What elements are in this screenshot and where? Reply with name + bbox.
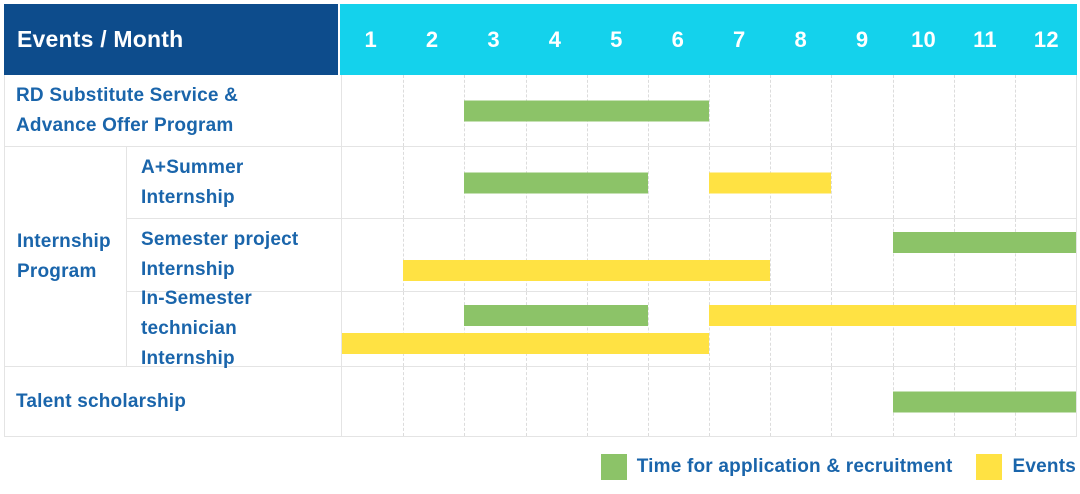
month-gridline xyxy=(709,292,710,366)
month-gridline xyxy=(403,75,405,146)
month-gridline xyxy=(831,75,833,146)
legend-label-events: Events xyxy=(1012,456,1076,477)
timeline-cell xyxy=(341,75,1076,146)
month-label: 5 xyxy=(610,26,623,52)
month-gridline xyxy=(1014,75,1016,146)
timeline-cell xyxy=(341,147,1076,218)
month-gridline xyxy=(403,367,405,436)
month-gridline xyxy=(586,367,588,436)
month-gridline xyxy=(403,147,405,218)
timeline-cell xyxy=(341,292,1076,366)
table-body: RD Substitute Service & Advance Offer Pr… xyxy=(4,75,1077,437)
month-label: 12 xyxy=(1033,26,1059,52)
month-label: 11 xyxy=(973,26,997,52)
month-gridline xyxy=(647,367,649,436)
month-label: 6 xyxy=(671,26,685,52)
month-label: 1 xyxy=(364,26,377,52)
events-bar xyxy=(709,172,832,193)
events-bar xyxy=(403,260,771,281)
month-label: 7 xyxy=(733,26,746,52)
month-gridline xyxy=(709,75,710,146)
application-recruitment-bar xyxy=(892,391,1076,412)
month-gridline xyxy=(892,75,894,146)
row-label-talent-scholarship: Talent scholarship xyxy=(16,390,187,412)
month-gridline xyxy=(831,292,833,366)
month-label: 8 xyxy=(794,26,807,52)
group-label-internship-program: Internship Program xyxy=(17,230,111,282)
month-label: 3 xyxy=(487,26,500,52)
month-gridline xyxy=(464,367,466,436)
month-gridline xyxy=(403,292,405,366)
month-gridline xyxy=(831,367,833,436)
application-recruitment-bar xyxy=(464,172,648,193)
month-gridline xyxy=(709,367,710,436)
row-label-rd-substitute: RD Substitute Service & Advance Offer Pr… xyxy=(16,84,239,136)
month-gridline xyxy=(525,292,527,366)
legend-swatch-yellow xyxy=(976,454,1003,480)
month-gridline xyxy=(464,219,466,291)
table-row: Talent scholarship xyxy=(5,367,1076,437)
month-label: 4 xyxy=(548,26,562,52)
month-gridline xyxy=(770,292,772,366)
month-gridline xyxy=(953,292,955,366)
month-gridline xyxy=(464,292,466,366)
events-bar xyxy=(709,305,1076,326)
month-gridline xyxy=(953,219,955,291)
header-title-cell: Events / Month xyxy=(4,4,340,75)
table-row: A+Summer Internship xyxy=(126,147,1076,219)
month-gridline xyxy=(1014,147,1016,218)
month-gridline xyxy=(647,292,649,366)
month-gridline xyxy=(525,367,527,436)
month-gridline xyxy=(831,219,833,291)
row-label-in-semester-technician: In-Semester technician Internship xyxy=(126,288,341,369)
row-label-semester-project: Semester project Internship xyxy=(126,219,341,291)
month-label: 2 xyxy=(425,26,439,52)
month-gridline xyxy=(647,219,649,291)
events-table: Events / Month 1 2 3 4 5 6 7 8 9 10 11 12 RD Substi… xyxy=(4,4,1077,437)
table-row: Semester project Internship xyxy=(126,219,1076,292)
timeline-cell xyxy=(341,367,1076,436)
month-gridline xyxy=(525,219,527,291)
internship-program-group: Internship Program A+Summer Internship S… xyxy=(5,147,1076,369)
month-gridline xyxy=(709,219,710,291)
month-gridline xyxy=(1014,219,1016,291)
month-gridline xyxy=(892,292,894,366)
table-header: Events / Month 1 2 3 4 5 6 7 8 9 10 11 12 xyxy=(4,4,1077,75)
events-bar xyxy=(342,333,709,354)
month-gridline xyxy=(403,219,405,291)
month-gridline xyxy=(770,75,772,146)
month-label: 10 xyxy=(911,26,936,52)
month-gridline xyxy=(647,147,649,218)
row-label-a-plus-summer: A+Summer Internship xyxy=(126,147,341,218)
table-row: RD Substitute Service & Advance Offer Pr… xyxy=(5,75,1076,147)
application-recruitment-bar xyxy=(892,232,1076,253)
legend-swatch-green xyxy=(600,454,627,480)
timeline-cell xyxy=(341,219,1076,291)
legend: Time for application & recruitment Event… xyxy=(600,454,1076,480)
month-gridline xyxy=(892,219,894,291)
month-gridline xyxy=(770,219,772,291)
application-recruitment-bar xyxy=(464,305,648,326)
application-recruitment-bar xyxy=(464,100,709,121)
month-label: 9 xyxy=(855,26,869,52)
month-gridline xyxy=(1014,292,1016,366)
table-row: In-Semester technician Internship xyxy=(126,288,1076,369)
group-subrows: A+Summer Internship Semester project Int… xyxy=(126,147,1076,369)
month-gridline xyxy=(892,147,894,218)
month-gridline xyxy=(770,367,772,436)
month-gridline xyxy=(953,147,955,218)
month-gridline xyxy=(831,147,833,218)
month-gridline xyxy=(586,219,588,291)
legend-label-application-recruitment: Time for application & recruitment xyxy=(636,456,953,477)
month-gridline xyxy=(586,292,588,366)
month-gridline xyxy=(953,75,955,146)
month-header: 1 2 3 4 5 6 7 8 9 10 11 12 xyxy=(340,4,1077,75)
